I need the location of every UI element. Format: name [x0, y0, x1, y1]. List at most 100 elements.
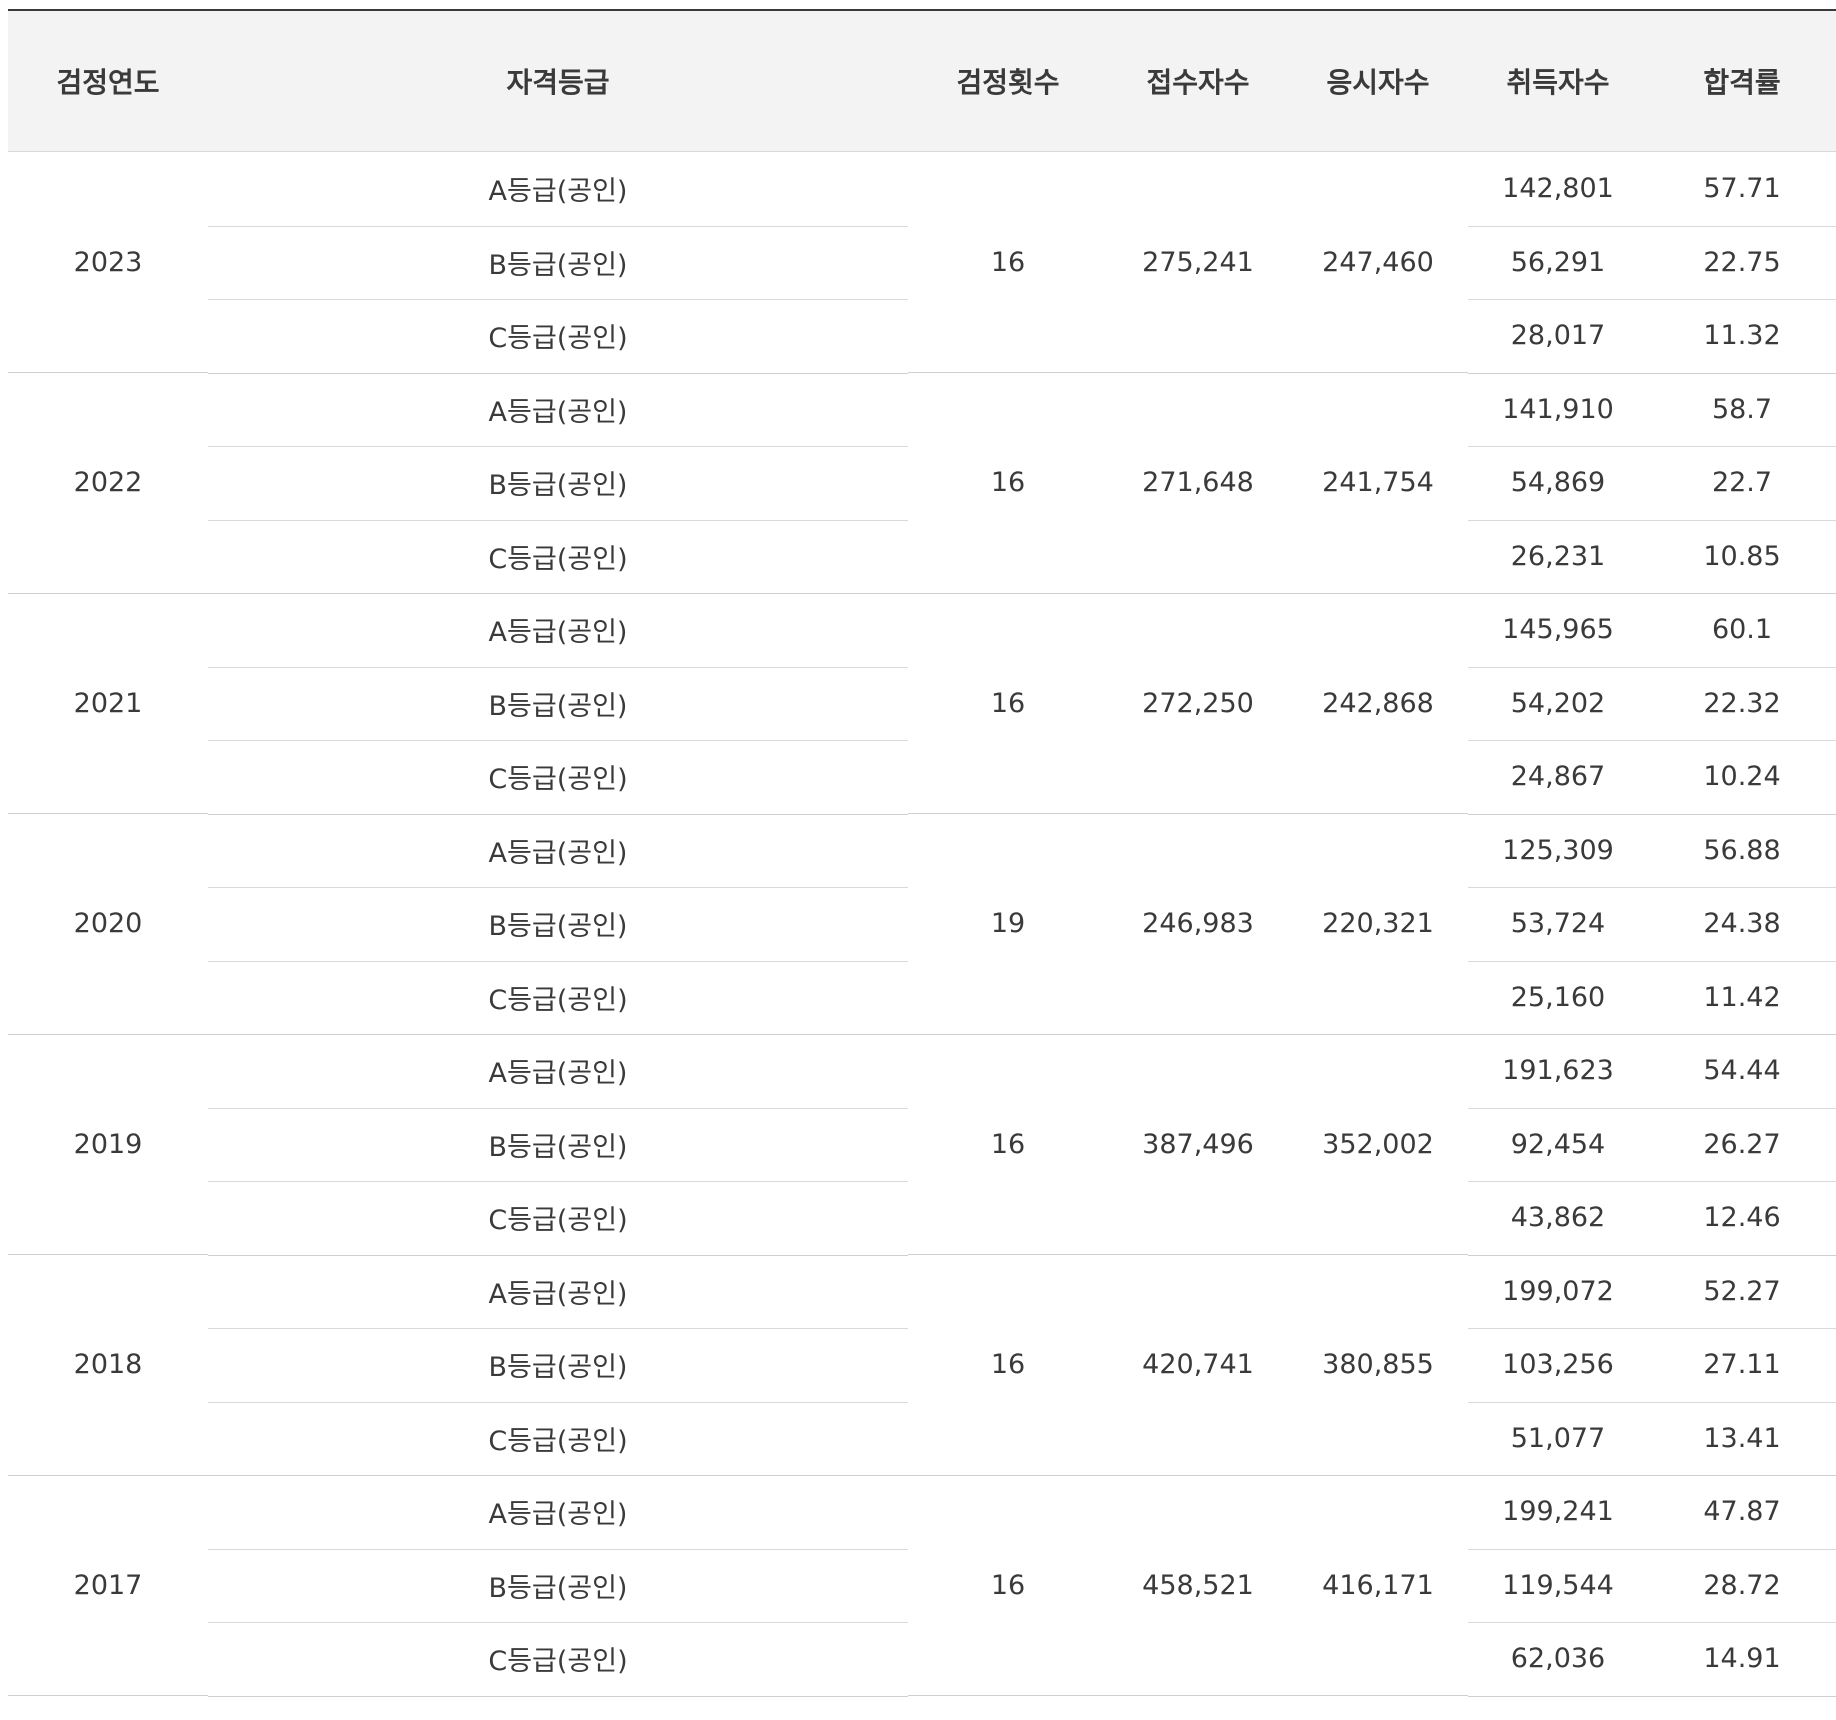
cell-count: 16 [908, 1034, 1108, 1255]
cell-acquired: 145,965 [1468, 593, 1648, 667]
cell-examinees: 247,460 [1288, 151, 1468, 373]
table-row: 2021 A등급(공인) 16 272,250 242,868 145,965 60.1 [8, 593, 1836, 814]
cell-count: 19 [908, 813, 1108, 1035]
cell-count: 16 [908, 1254, 1108, 1476]
cell-acquired: 199,072 [1468, 1255, 1648, 1329]
cell-pass-rate: 47.87 [1648, 1475, 1836, 1549]
cell-pass-rate: 11.32 [1648, 299, 1836, 373]
cell-grade: C등급(공인) [208, 1181, 908, 1255]
cell-pass-rate: 27.11 [1648, 1328, 1836, 1402]
cell-examinees: 416,171 [1288, 1475, 1468, 1696]
table-row: 2017 A등급(공인) 16 458,521 416,171 199,241 47.87 [8, 1475, 1836, 1696]
cell-grade: B등급(공인) [208, 226, 908, 300]
cell-acquired: 43,862 [1468, 1181, 1648, 1255]
cell-grade: A등급(공인) [208, 1034, 908, 1108]
cell-pass-rate: 52.27 [1648, 1255, 1836, 1329]
cell-acquired: 56,291 [1468, 226, 1648, 300]
header-received: 접수자수 [1108, 10, 1288, 152]
cell-received: 271,648 [1108, 372, 1288, 594]
table-row: 2018 A등급(공인) 16 420,741 380,855 199,072 52.27 [8, 1254, 1836, 1476]
cell-grade: B등급(공인) [208, 667, 908, 741]
cell-year: 2022 [8, 372, 208, 594]
cell-acquired: 142,801 [1468, 152, 1648, 226]
table-row: C등급(공인) 25,160 11.42 [8, 961, 1836, 1035]
cell-examinees: 242,868 [1288, 593, 1468, 814]
certification-stats-table: 검정연도 자격등급 검정횟수 접수자수 응시자수 취득자수 합격률 2023 A등… [8, 9, 1836, 1696]
cell-received: 275,241 [1108, 151, 1288, 373]
table-row: B등급(공인) 119,544 28.72 [8, 1549, 1836, 1623]
cell-pass-rate: 60.1 [1648, 593, 1836, 667]
table-row: C등급(공인) 24,867 10.24 [8, 740, 1836, 814]
table-row: B등급(공인) 54,869 22.7 [8, 446, 1836, 520]
header-year: 검정연도 [8, 10, 208, 152]
cell-grade: A등급(공인) [208, 1255, 908, 1329]
table-row: 2022 A등급(공인) 16 271,648 241,754 141,910 58.7 [8, 372, 1836, 594]
cell-acquired: 26,231 [1468, 520, 1648, 594]
cell-year: 2019 [8, 1034, 208, 1255]
cell-acquired: 25,160 [1468, 961, 1648, 1035]
table-row: 2023 A등급(공인) 16 275,241 247,460 142,801 57.71 [8, 151, 1836, 373]
table-row: 2019 A등급(공인) 16 387,496 352,002 191,623 54.44 [8, 1034, 1836, 1255]
cell-year: 2020 [8, 813, 208, 1035]
cell-pass-rate: 57.71 [1648, 152, 1836, 226]
cell-grade: C등급(공인) [208, 1622, 908, 1696]
cell-year: 2018 [8, 1254, 208, 1476]
cell-pass-rate: 22.7 [1648, 446, 1836, 520]
table-row: 2020 A등급(공인) 19 246,983 220,321 125,309 56.88 [8, 813, 1836, 1035]
cell-grade: A등급(공인) [208, 1475, 908, 1549]
cell-examinees: 220,321 [1288, 813, 1468, 1035]
cell-grade: B등급(공인) [208, 446, 908, 520]
cell-grade: B등급(공인) [208, 887, 908, 961]
cell-received: 458,521 [1108, 1475, 1288, 1696]
cell-received: 387,496 [1108, 1034, 1288, 1255]
cell-pass-rate: 58.7 [1648, 373, 1836, 447]
header-acquired: 취득자수 [1468, 10, 1648, 152]
cell-received: 246,983 [1108, 813, 1288, 1035]
table-row: C등급(공인) 26,231 10.85 [8, 520, 1836, 594]
table-row: C등급(공인) 43,862 12.46 [8, 1181, 1836, 1255]
cell-grade: C등급(공인) [208, 740, 908, 814]
table-row: B등급(공인) 53,724 24.38 [8, 887, 1836, 961]
table-row: C등급(공인) 28,017 11.32 [8, 299, 1836, 373]
cell-pass-rate: 10.24 [1648, 740, 1836, 814]
cell-acquired: 125,309 [1468, 814, 1648, 888]
cell-acquired: 28,017 [1468, 299, 1648, 373]
cell-grade: C등급(공인) [208, 1402, 908, 1476]
cell-grade: B등급(공인) [208, 1549, 908, 1623]
cell-acquired: 199,241 [1468, 1475, 1648, 1549]
cell-acquired: 51,077 [1468, 1402, 1648, 1476]
header-row: 검정연도 자격등급 검정횟수 접수자수 응시자수 취득자수 합격률 [8, 10, 1836, 152]
table-header: 검정연도 자격등급 검정횟수 접수자수 응시자수 취득자수 합격률 [8, 10, 1836, 152]
cell-pass-rate: 12.46 [1648, 1181, 1836, 1255]
table-row: B등급(공인) 56,291 22.75 [8, 226, 1836, 300]
cell-acquired: 24,867 [1468, 740, 1648, 814]
stats-table-container: 검정연도 자격등급 검정횟수 접수자수 응시자수 취득자수 합격률 2023 A등… [8, 9, 1836, 1696]
table-row: B등급(공인) 92,454 26.27 [8, 1108, 1836, 1182]
cell-grade: B등급(공인) [208, 1328, 908, 1402]
cell-pass-rate: 28.72 [1648, 1549, 1836, 1623]
table-body: 2023 A등급(공인) 16 275,241 247,460 142,801 57.71 B… [8, 151, 1836, 1696]
cell-grade: B등급(공인) [208, 1108, 908, 1182]
cell-examinees: 380,855 [1288, 1254, 1468, 1476]
header-grade: 자격등급 [208, 10, 908, 152]
cell-year: 2021 [8, 593, 208, 814]
cell-year: 2023 [8, 151, 208, 373]
cell-received: 272,250 [1108, 593, 1288, 814]
cell-count: 16 [908, 372, 1108, 594]
cell-acquired: 141,910 [1468, 373, 1648, 447]
cell-pass-rate: 22.32 [1648, 667, 1836, 741]
cell-pass-rate: 10.85 [1648, 520, 1836, 594]
table-row: C등급(공인) 62,036 14.91 [8, 1622, 1836, 1696]
cell-pass-rate: 24.38 [1648, 887, 1836, 961]
cell-examinees: 352,002 [1288, 1034, 1468, 1255]
cell-acquired: 53,724 [1468, 887, 1648, 961]
cell-received: 420,741 [1108, 1254, 1288, 1476]
table-row: C등급(공인) 51,077 13.41 [8, 1402, 1836, 1476]
cell-acquired: 191,623 [1468, 1034, 1648, 1108]
cell-pass-rate: 13.41 [1648, 1402, 1836, 1476]
cell-count: 16 [908, 1475, 1108, 1696]
cell-pass-rate: 26.27 [1648, 1108, 1836, 1182]
cell-pass-rate: 54.44 [1648, 1034, 1836, 1108]
cell-count: 16 [908, 593, 1108, 814]
cell-acquired: 92,454 [1468, 1108, 1648, 1182]
